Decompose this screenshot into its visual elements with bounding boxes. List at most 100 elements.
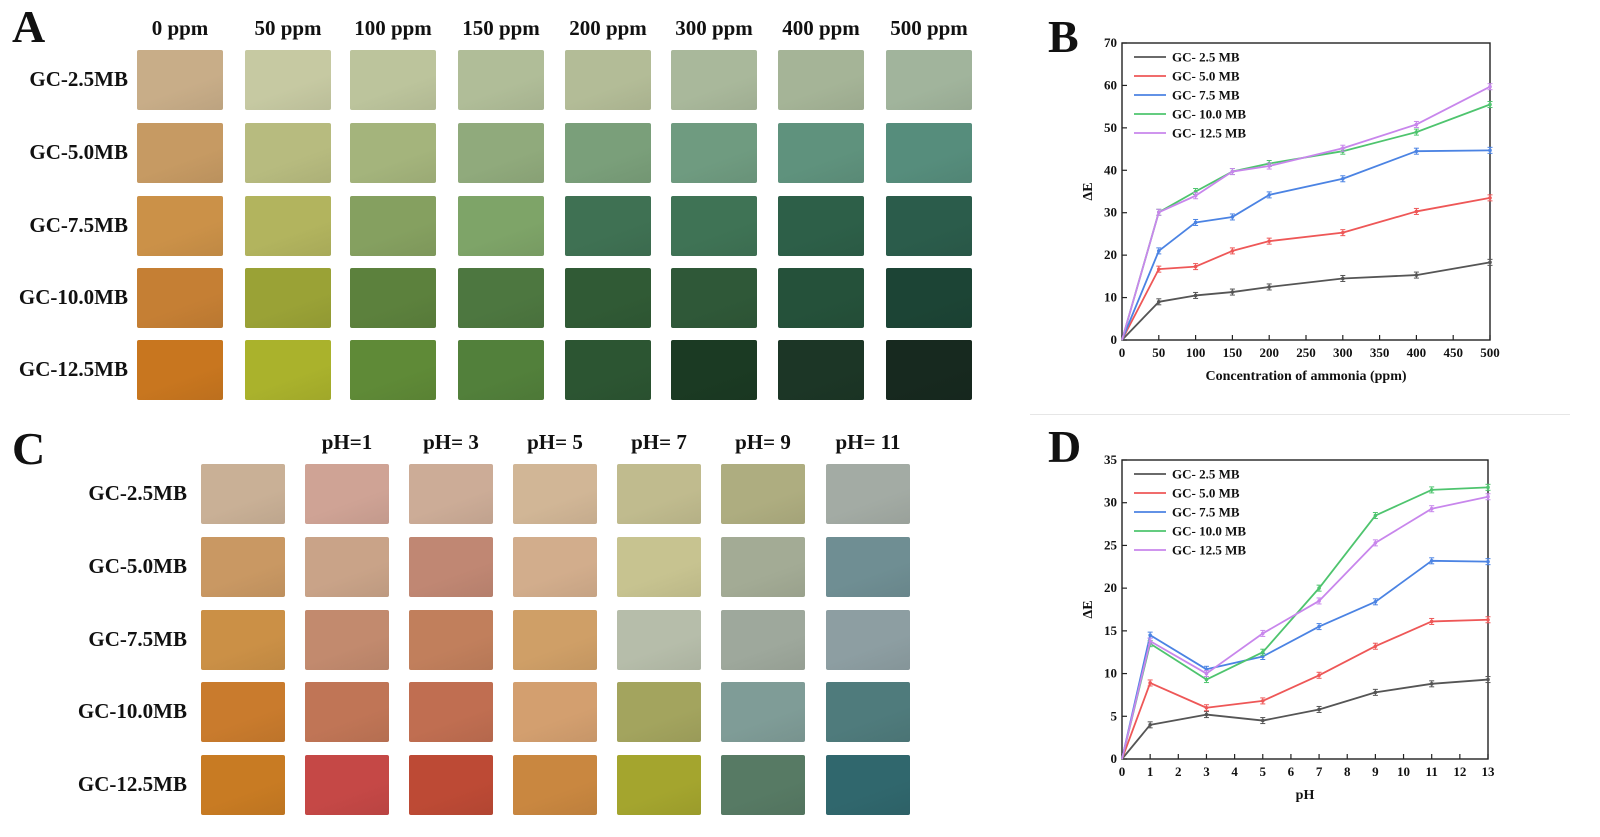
data-point <box>1260 631 1265 636</box>
data-point <box>1488 196 1492 200</box>
x-tick-label: 5 <box>1260 764 1267 779</box>
series-line <box>1121 149 1491 341</box>
legend-entry: GC- 10.0 MB <box>1172 524 1246 539</box>
legend-entry: GC- 5.0 MB <box>1172 69 1240 84</box>
x-tick-label: 150 <box>1223 345 1243 360</box>
panelA-color-swatch <box>458 340 544 400</box>
data-point <box>1373 690 1378 695</box>
panelC-color-swatch <box>826 537 910 597</box>
y-tick-label: 70 <box>1104 35 1117 50</box>
panelC-color-swatch <box>617 464 701 524</box>
data-point <box>1230 290 1235 294</box>
data-point <box>1193 293 1198 298</box>
panelA-color-swatch <box>458 123 544 183</box>
data-point <box>1148 633 1152 637</box>
data-point <box>1157 210 1161 215</box>
y-tick-label: 40 <box>1104 162 1117 177</box>
panelA-color-swatch <box>245 196 331 256</box>
data-point <box>1429 506 1434 511</box>
data-point <box>1373 644 1378 649</box>
panelC-row-label: GC-7.5MB <box>88 627 187 651</box>
legend-entry: GC- 7.5 MB <box>1172 88 1240 103</box>
panelA-color-swatch <box>886 268 972 328</box>
panelA-color-swatch <box>886 340 972 400</box>
x-tick-label: 300 <box>1333 345 1353 360</box>
panelA-color-swatch <box>671 196 757 256</box>
data-point <box>1429 559 1434 563</box>
data-point <box>1341 146 1345 151</box>
data-point <box>1414 130 1419 134</box>
panelC-color-swatch <box>201 682 285 742</box>
legend-entry: GC- 10.0 MB <box>1172 107 1246 122</box>
x-tick-label: 3 <box>1203 764 1210 779</box>
y-tick-label: 15 <box>1104 623 1118 638</box>
panelA-color-swatch <box>671 268 757 328</box>
x-tick-label: 100 <box>1186 345 1206 360</box>
panelC-color-swatch <box>201 464 285 524</box>
data-point <box>1204 671 1209 676</box>
panelC-color-swatch <box>409 682 493 742</box>
data-point <box>1157 300 1161 304</box>
panelC-color-swatch <box>826 610 910 670</box>
panelC-color-swatch <box>409 610 493 670</box>
data-point <box>1317 673 1321 678</box>
panelA-column-header: 300 ppm <box>675 16 753 40</box>
legend-entry: GC- 5.0 MB <box>1172 486 1240 501</box>
panelA-color-swatch <box>350 340 436 400</box>
data-point <box>1429 682 1434 686</box>
panelC-color-swatch <box>826 755 910 815</box>
data-point <box>1267 164 1271 168</box>
x-tick-label: 200 <box>1259 345 1279 360</box>
panel-divider-horizontal <box>1030 414 1570 415</box>
y-tick-label: 0 <box>1111 751 1118 766</box>
data-point <box>1148 723 1152 727</box>
data-point <box>1414 209 1419 214</box>
panelA-color-swatch <box>886 50 972 110</box>
panelC-color-swatch <box>513 537 597 597</box>
data-point <box>1341 276 1345 281</box>
data-point <box>1267 239 1271 243</box>
panelA-column-header: 50 ppm <box>254 16 322 40</box>
panelC-column-header: pH= 11 <box>835 430 901 454</box>
panelA-color-swatch <box>671 50 757 110</box>
x-tick-label: 450 <box>1443 345 1463 360</box>
data-point <box>1204 677 1209 682</box>
y-tick-label: 10 <box>1104 666 1117 681</box>
data-point <box>1341 230 1345 235</box>
data-point <box>1341 176 1345 181</box>
data-point <box>1204 712 1209 717</box>
series-line <box>1121 678 1489 760</box>
panelA-color-swatch <box>565 268 651 328</box>
data-point <box>1267 193 1271 197</box>
panelC-color-swatch <box>305 610 389 670</box>
x-tick-label: 0 <box>1119 345 1126 360</box>
panelC-color-swatch <box>305 537 389 597</box>
x-axis-label: pH <box>1296 788 1315 803</box>
x-tick-label: 12 <box>1453 764 1466 779</box>
x-tick-label: 8 <box>1344 764 1351 779</box>
y-tick-label: 20 <box>1104 247 1117 262</box>
panelC-color-swatch <box>721 464 805 524</box>
data-point <box>1260 718 1265 723</box>
y-tick-label: 30 <box>1104 495 1117 510</box>
x-tick-label: 400 <box>1407 345 1427 360</box>
x-tick-label: 0 <box>1119 764 1126 779</box>
panelA-color-swatch <box>350 123 436 183</box>
panelA-color-swatch <box>137 196 223 256</box>
panelA-color-swatch <box>565 340 651 400</box>
series-line <box>1121 495 1489 760</box>
y-tick-label: 30 <box>1104 205 1117 220</box>
panel-letter-a: A <box>12 1 46 52</box>
x-tick-label: 350 <box>1370 345 1390 360</box>
data-point <box>1429 488 1434 492</box>
panelA-color-swatch <box>245 123 331 183</box>
panelA-color-swatch <box>137 123 223 183</box>
data-point <box>1414 273 1419 277</box>
data-point <box>1373 600 1378 604</box>
panelA-color-swatch <box>350 268 436 328</box>
panelA-color-swatch <box>458 50 544 110</box>
data-point <box>1373 513 1378 518</box>
panelC-column-header: pH= 5 <box>527 430 583 454</box>
